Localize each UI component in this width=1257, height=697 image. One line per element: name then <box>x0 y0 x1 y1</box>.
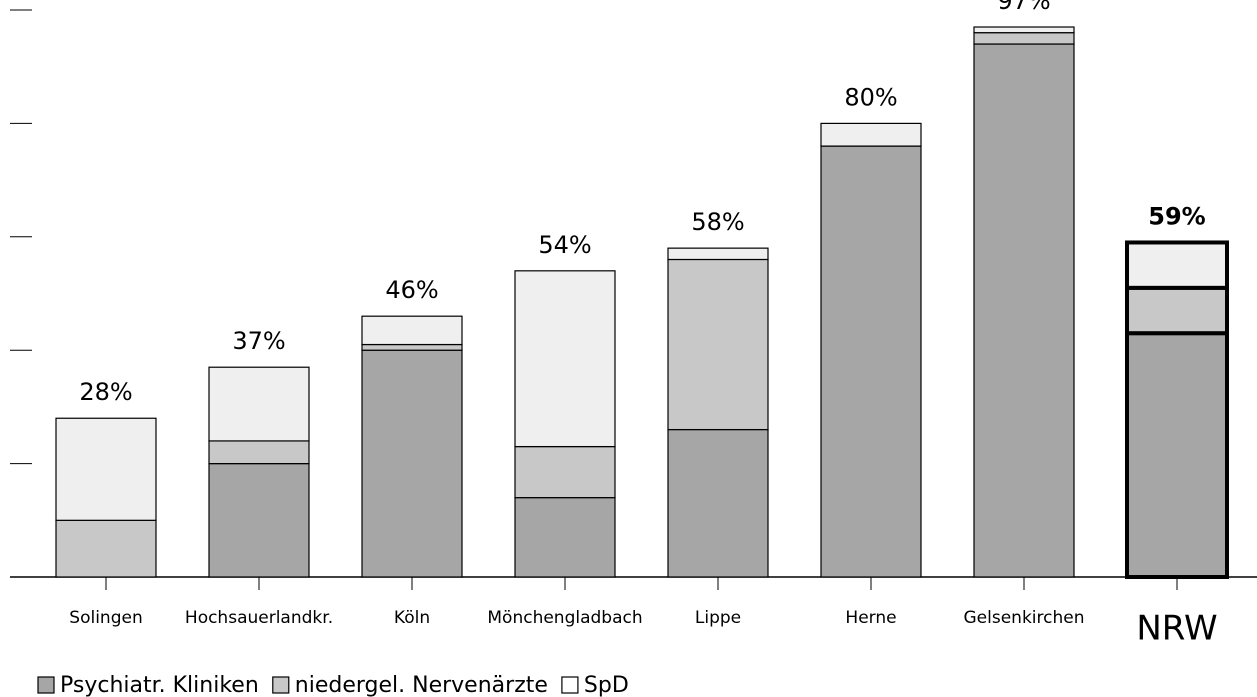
legend-label: niedergel. Nervenärzte <box>295 673 548 697</box>
bar-segment <box>514 445 616 499</box>
bar-segment <box>973 26 1075 34</box>
legend-label: Psychiatr. Kliniken <box>60 673 259 697</box>
total-label: 37% <box>232 327 285 355</box>
x-tick-label: Gelsenkirchen <box>964 608 1085 628</box>
bar-segment <box>208 463 310 578</box>
legend-swatch <box>37 676 55 694</box>
total-label: 59% <box>1148 202 1205 230</box>
bar-segment <box>667 428 769 578</box>
bar-segment <box>361 315 463 346</box>
bar-segment <box>208 366 310 442</box>
x-tick-label: Mönchengladbach <box>487 608 642 628</box>
bar-segment <box>820 122 922 147</box>
x-tick-label: Hochsauerlandkr. <box>185 608 333 628</box>
bar-segment <box>514 270 616 448</box>
bar-segment <box>361 343 463 351</box>
x-tick-label: Lippe <box>695 608 741 628</box>
bar-segment <box>973 43 1075 578</box>
x-tick-label: NRW <box>1136 609 1217 649</box>
bar-segment <box>667 247 769 261</box>
legend-label: SpD <box>584 673 629 697</box>
bar-segment <box>55 417 157 521</box>
x-tick-label: Solingen <box>69 608 142 628</box>
total-label: 46% <box>385 276 438 304</box>
bar-segment <box>55 519 157 578</box>
x-tick-label: Köln <box>394 608 430 628</box>
total-label: 97% <box>997 0 1050 15</box>
bar-segment <box>208 440 310 465</box>
bar-segment <box>361 349 463 578</box>
total-label: 28% <box>79 378 132 406</box>
bar-segment <box>1125 331 1229 579</box>
bar-segment <box>667 258 769 431</box>
bar-segment <box>514 497 616 578</box>
legend-swatch <box>561 676 579 694</box>
bar-segment <box>820 145 922 578</box>
total-label: 54% <box>538 231 591 259</box>
bar-segment <box>973 32 1075 45</box>
total-label: 80% <box>844 83 897 111</box>
x-tick-label: Herne <box>845 608 896 628</box>
bar-segment <box>1125 285 1229 336</box>
legend-swatch <box>272 676 290 694</box>
bar-segment <box>1125 240 1229 290</box>
total-label: 58% <box>691 208 744 236</box>
